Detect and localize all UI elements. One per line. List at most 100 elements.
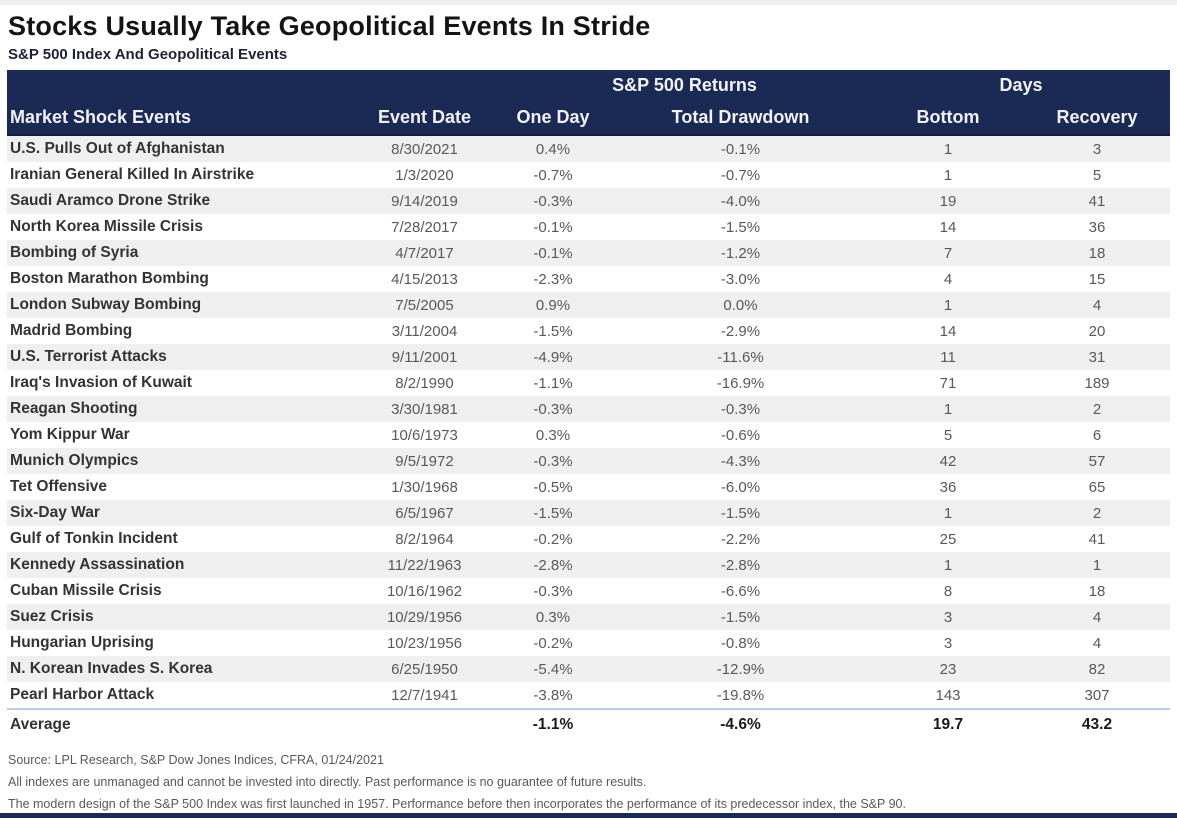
date-cell: 7/28/2017 xyxy=(391,218,458,236)
table-row: Saudi Aramco Drone Strike 9/14/2019 -0.3% -… xyxy=(7,188,1171,214)
recovery-cell: 4 xyxy=(1024,604,1171,630)
event-cell: London Subway Bombing xyxy=(7,292,352,318)
table-row: Boston Marathon Bombing 4/15/2013 -2.3% -3.… xyxy=(7,266,1170,292)
drawdown-cell: -0.8% xyxy=(720,634,761,652)
table-header: S&P 500 Returns Days Market Shock Events E… xyxy=(7,70,1171,136)
one-day-cell: 0.3% xyxy=(497,604,609,630)
date-cell: 11/22/1963 xyxy=(352,552,497,578)
disclaimer-note: All indexes are unmanaged and cannot be … xyxy=(8,775,647,789)
one-day-cell: 0.3% xyxy=(535,426,571,444)
event-cell: Reagan Shooting xyxy=(7,396,352,422)
drawdown-cell: -6.6% xyxy=(720,582,761,600)
average-row: Average -1.1% -4.6% 19.7 43.2 xyxy=(7,708,1171,740)
drawdown-cell: -2.9% xyxy=(720,322,761,340)
recovery-cell: 31 xyxy=(1024,344,1171,370)
table-row: Bombing of Syria 4/7/2017 -0.1% -1.2% 7 18 xyxy=(7,240,1171,266)
date-cell: 10/6/1973 xyxy=(391,426,458,444)
drawdown-cell: -1.2% xyxy=(609,240,873,266)
one-day-cell: -0.3% xyxy=(533,582,573,600)
date-cell: 12/7/1941 xyxy=(391,686,458,704)
one-day-cell: -0.2% xyxy=(533,634,573,652)
recovery-cell: 5 xyxy=(1092,166,1102,184)
one-day-cell: 0.9% xyxy=(497,292,609,318)
event-cell: N. Korean Invades S. Korea xyxy=(7,656,352,682)
bottom-accent-bar xyxy=(0,813,1177,818)
recovery-cell: 18 xyxy=(1088,582,1106,600)
col-header-total-drawdown: Total Drawdown xyxy=(609,101,873,136)
average-one-day-cell: -1.1% xyxy=(497,708,609,740)
one-day-cell: -3.8% xyxy=(533,686,573,704)
bottom-cell: 19 xyxy=(872,188,1025,214)
recovery-cell: 4 xyxy=(1092,634,1102,652)
table-row: Hungarian Uprising 10/23/1956 -0.2% -0.8% 3 4 xyxy=(7,630,1170,656)
date-cell: 6/25/1950 xyxy=(352,656,497,682)
drawdown-cell: -19.8% xyxy=(716,686,765,704)
date-cell: 8/2/1964 xyxy=(395,530,454,548)
bottom-cell: 42 xyxy=(872,448,1025,474)
drawdown-cell: -0.7% xyxy=(720,166,761,184)
average-recovery-cell: 43.2 xyxy=(1024,708,1171,740)
date-cell: 10/16/1962 xyxy=(386,582,463,600)
event-cell: Saudi Aramco Drone Strike xyxy=(7,188,352,214)
event-cell: Cuban Missile Crisis xyxy=(10,582,162,599)
average-event-cell: Average xyxy=(7,708,352,740)
table-row: Six-Day War 6/5/1967 -1.5% -1.5% 1 2 xyxy=(7,500,1171,526)
one-day-cell: -0.3% xyxy=(497,396,609,422)
table-row: U.S. Terrorist Attacks 9/11/2001 -4.9% -11.… xyxy=(7,344,1171,370)
table-row: Cuban Missile Crisis 10/16/1962 -0.3% -6.6%… xyxy=(7,578,1170,604)
index-history-note: The modern design of the S&P 500 Index w… xyxy=(8,797,906,811)
drawdown-cell: -1.5% xyxy=(720,218,761,236)
recovery-cell: 82 xyxy=(1024,656,1171,682)
bottom-cell: 8 xyxy=(943,582,953,600)
one-day-cell: -0.3% xyxy=(497,448,609,474)
bottom-cell: 143 xyxy=(935,686,961,704)
table-body: U.S. Pulls Out of Afghanistan 8/30/2021 0.… xyxy=(7,135,1171,709)
one-day-cell: -0.5% xyxy=(533,478,573,496)
event-cell: Tet Offensive xyxy=(10,478,108,495)
event-cell: U.S. Pulls Out of Afghanistan xyxy=(7,135,352,162)
recovery-cell: 2 xyxy=(1024,396,1171,422)
drawdown-cell: -0.1% xyxy=(609,135,873,162)
table-row: Suez Crisis 10/29/1956 0.3% -1.5% 3 4 xyxy=(7,604,1171,630)
recovery-cell: 3 xyxy=(1024,135,1171,162)
recovery-cell: 41 xyxy=(1024,188,1171,214)
date-cell: 9/14/2019 xyxy=(352,188,497,214)
event-cell: Madrid Bombing xyxy=(10,322,133,339)
table-row: London Subway Bombing 7/5/2005 0.9% 0.0% 1 4 xyxy=(7,292,1171,318)
group-header-row: S&P 500 Returns Days xyxy=(7,70,1171,101)
events-table: S&P 500 Returns Days Market Shock Events E… xyxy=(7,70,1171,740)
date-cell: 7/5/2005 xyxy=(352,292,497,318)
one-day-cell: 0.4% xyxy=(497,135,609,162)
event-cell: North Korea Missile Crisis xyxy=(10,218,203,235)
recovery-cell: 1 xyxy=(1024,552,1171,578)
event-cell: Six-Day War xyxy=(7,500,352,526)
recovery-cell: 307 xyxy=(1084,686,1110,704)
date-cell: 9/5/1972 xyxy=(352,448,497,474)
event-cell: Gulf of Tonkin Incident xyxy=(10,530,178,547)
one-day-cell: -0.7% xyxy=(533,166,573,184)
recovery-cell: 57 xyxy=(1024,448,1171,474)
recovery-cell: 20 xyxy=(1088,322,1106,340)
drawdown-cell: -0.6% xyxy=(720,426,761,444)
drawdown-cell: -1.5% xyxy=(609,500,873,526)
table-row: N. Korean Invades S. Korea 6/25/1950 -5.4%… xyxy=(7,656,1171,682)
date-cell: 8/30/2021 xyxy=(352,135,497,162)
event-cell: Boston Marathon Bombing xyxy=(10,270,209,287)
bottom-cell: 5 xyxy=(943,426,953,444)
page-subtitle: S&P 500 Index And Geopolitical Events xyxy=(8,46,288,63)
date-cell: 3/11/2004 xyxy=(391,322,458,340)
one-day-cell: -2.8% xyxy=(497,552,609,578)
drawdown-cell: -12.9% xyxy=(609,656,873,682)
group-header-days: Days xyxy=(872,70,1171,101)
bottom-cell: 11 xyxy=(872,344,1025,370)
bottom-cell: 71 xyxy=(939,374,957,392)
recovery-cell: 18 xyxy=(1024,240,1171,266)
one-day-cell: -1.1% xyxy=(533,374,573,392)
group-header-s-p-500-returns: S&P 500 Returns xyxy=(497,70,873,101)
bottom-cell: 1 xyxy=(872,396,1025,422)
event-cell: Kennedy Assassination xyxy=(7,552,352,578)
drawdown-cell: 0.0% xyxy=(609,292,873,318)
recovery-cell: 41 xyxy=(1088,530,1106,548)
table-row: Tet Offensive 1/30/1968 -0.5% -6.0% 36 65 xyxy=(7,474,1170,500)
